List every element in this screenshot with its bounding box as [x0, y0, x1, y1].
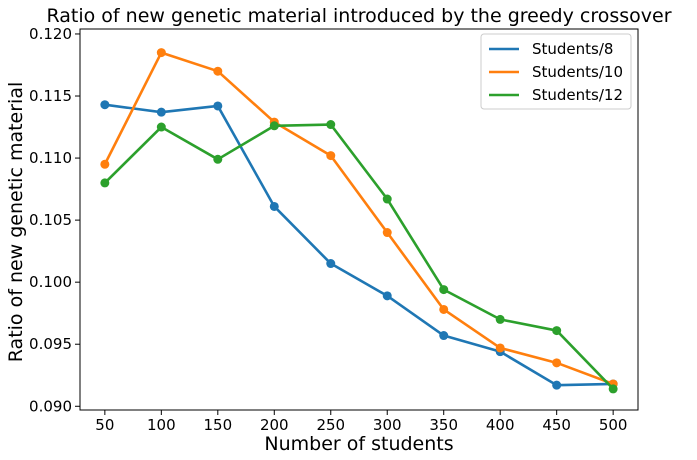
series-1	[100, 100, 618, 390]
data-point	[439, 331, 449, 341]
data-point	[608, 384, 618, 394]
y-tick-label: 0.110	[29, 149, 72, 167]
data-point	[326, 259, 336, 269]
series-line	[103, 51, 614, 386]
series-line	[103, 123, 615, 390]
data-point	[213, 154, 223, 164]
data-point	[269, 121, 279, 131]
x-tick-label: 450	[542, 416, 571, 434]
data-point	[100, 159, 110, 169]
y-tick-label: 0.100	[29, 273, 72, 291]
x-tick-label: 100	[147, 416, 176, 434]
data-point	[326, 151, 336, 161]
x-axis-label: Number of students	[264, 433, 453, 455]
x-tick-label: 50	[95, 416, 114, 434]
data-point	[382, 228, 392, 238]
data-point	[439, 285, 449, 295]
data-point	[495, 343, 505, 353]
x-tick-label: 300	[373, 416, 402, 434]
legend-label: Students/10	[532, 63, 623, 81]
y-axis: 0.090 0.095 0.100 0.105 0.110 0.115 0.120	[29, 25, 80, 415]
x-tick-label: 200	[260, 416, 289, 434]
data-point	[213, 101, 223, 111]
data-point	[156, 122, 166, 132]
data-point	[100, 178, 110, 188]
data-point	[326, 120, 336, 130]
data-point	[156, 48, 166, 58]
y-tick-label: 0.105	[29, 211, 72, 229]
chart-title: Ratio of new genetic material introduced…	[46, 5, 671, 27]
plot-area: 50 100 150 200 250 300 350 400 450 500 0.090 0.095…	[29, 25, 639, 434]
data-point	[100, 100, 110, 110]
legend-box	[480, 33, 632, 110]
data-point	[382, 194, 392, 204]
plot-frame	[79, 28, 639, 411]
x-tick-label: 500	[599, 416, 628, 434]
series-layer	[100, 48, 618, 394]
data-point	[552, 358, 562, 368]
x-axis: 50 100 150 200 250 300 350 400 450 500	[95, 410, 627, 434]
x-tick-label: 400	[486, 416, 515, 434]
y-tick-label: 0.115	[29, 87, 72, 105]
legend: Students/8 Students/10 Students/12	[480, 33, 632, 110]
data-point	[495, 314, 505, 324]
y-tick-label: 0.120	[29, 25, 72, 43]
data-point	[382, 291, 392, 301]
data-point	[269, 201, 279, 211]
series-2	[100, 48, 618, 389]
data-point	[552, 380, 562, 390]
series-3	[100, 120, 618, 394]
x-tick-label: 150	[203, 416, 232, 434]
data-point	[156, 107, 166, 117]
series-line	[104, 103, 614, 387]
y-tick-label: 0.095	[29, 335, 72, 353]
legend-label: Students/12	[532, 86, 623, 104]
y-axis-label: Ratio of new genetic material	[5, 82, 27, 362]
legend-label: Students/8	[532, 40, 613, 58]
y-tick-label: 0.090	[29, 397, 72, 415]
data-point	[552, 326, 562, 336]
data-point	[439, 304, 449, 314]
x-tick-label: 250	[316, 416, 345, 434]
x-tick-label: 350	[429, 416, 458, 434]
data-point	[213, 66, 223, 76]
